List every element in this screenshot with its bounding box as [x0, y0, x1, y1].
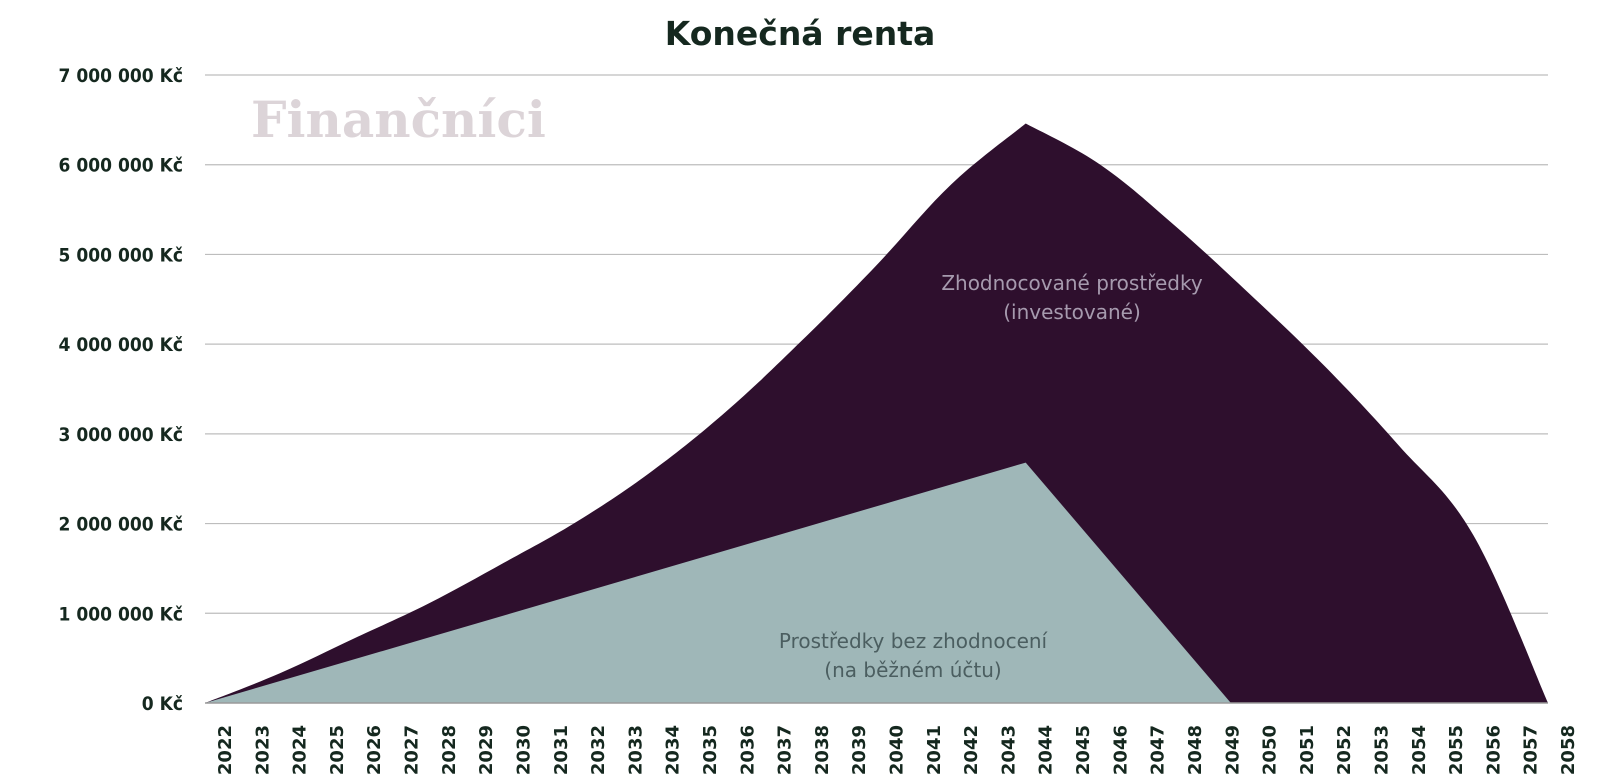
x-tick-label: 2042 — [961, 725, 982, 775]
chart-title: Konečná renta — [664, 14, 936, 53]
x-tick-label: 2039 — [849, 725, 870, 775]
x-tick-label: 2025 — [327, 725, 348, 775]
series-areas — [205, 123, 1548, 703]
x-tick-label: 2032 — [588, 725, 609, 775]
y-tick-label: 6 000 000 Kč — [59, 155, 183, 177]
x-tick-label: 2058 — [1558, 725, 1579, 775]
x-tick-label: 2035 — [700, 725, 721, 775]
x-tick-label: 2033 — [625, 725, 646, 775]
y-tick-label: 7 000 000 Kč — [59, 65, 183, 87]
x-tick-label: 2043 — [998, 725, 1019, 775]
area-labels: Zhodnocované prostředky (investované) Pros… — [779, 271, 1203, 682]
x-tick-label: 2055 — [1446, 725, 1467, 775]
x-tick-label: 2046 — [1110, 725, 1131, 775]
y-axis-ticks: 0 Kč 1 000 000 Kč 2 000 000 Kč 3 000 000 Kč… — [59, 65, 183, 715]
x-tick-label: 2047 — [1148, 725, 1169, 775]
x-tick-label: 2050 — [1260, 725, 1281, 775]
x-tick-label: 2030 — [513, 725, 534, 775]
x-tick-label: 2056 — [1483, 725, 1504, 775]
x-tick-label: 2031 — [551, 725, 572, 775]
x-tick-label: 2029 — [476, 725, 497, 775]
y-tick-label: 0 Kč — [142, 693, 183, 715]
x-tick-label: 2051 — [1297, 725, 1318, 775]
x-axis-ticks: 2022 2023 2024 2025 2026 2027 2028 2029 2030 2031… — [215, 725, 1579, 775]
y-tick-label: 5 000 000 Kč — [59, 244, 183, 266]
x-tick-label: 2022 — [215, 725, 236, 775]
x-tick-label: 2024 — [290, 725, 311, 775]
y-tick-label: 2 000 000 Kč — [59, 514, 183, 536]
x-tick-label: 2036 — [737, 725, 758, 775]
area-invested — [205, 123, 1548, 703]
area-label-line1: Prostředky bez zhodnocení — [779, 629, 1049, 653]
x-tick-label: 2048 — [1185, 725, 1206, 775]
x-tick-label: 2053 — [1371, 725, 1392, 775]
x-tick-label: 2044 — [1036, 725, 1057, 775]
y-tick-label: 4 000 000 Kč — [59, 334, 183, 356]
y-tick-label: 1 000 000 Kč — [59, 603, 183, 625]
x-tick-label: 2057 — [1521, 725, 1542, 775]
x-tick-label: 2028 — [439, 725, 460, 775]
area-uninvested — [205, 462, 1231, 703]
x-tick-label: 2037 — [775, 725, 796, 775]
y-tick-label: 3 000 000 Kč — [59, 424, 183, 446]
x-tick-label: 2049 — [1222, 725, 1243, 775]
x-tick-label: 2034 — [663, 725, 684, 775]
x-tick-label: 2023 — [252, 725, 273, 775]
x-tick-label: 2027 — [402, 725, 423, 775]
area-label-line2: (investované) — [1003, 300, 1141, 324]
x-tick-label: 2040 — [887, 725, 908, 775]
x-tick-label: 2052 — [1334, 725, 1355, 775]
area-label-line1: Zhodnocované prostředky — [941, 271, 1203, 295]
area-label-line2: (na běžném účtu) — [824, 658, 1001, 682]
x-tick-label: 2041 — [924, 725, 945, 775]
x-tick-label: 2026 — [364, 725, 385, 775]
x-tick-label: 2045 — [1073, 725, 1094, 775]
x-tick-label: 2054 — [1409, 725, 1430, 775]
watermark-logo: Finančníci — [251, 90, 546, 149]
x-tick-label: 2038 — [812, 725, 833, 775]
